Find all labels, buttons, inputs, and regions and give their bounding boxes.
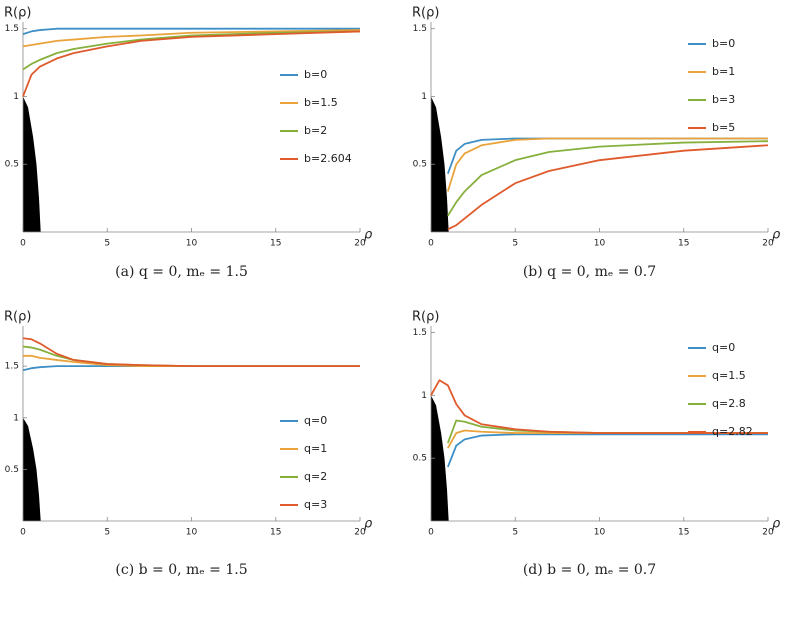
legend-label: b=2 [304, 124, 327, 137]
x-tick-label: 0 [20, 528, 26, 538]
shaded-region [23, 417, 41, 521]
legend-label: q=2.82 [712, 425, 753, 438]
caption: (d) b = 0, mₑ = 0.7 [523, 562, 656, 578]
x-tick-label: 0 [428, 528, 434, 538]
shaded-region [431, 96, 449, 232]
x-axis-label: ρ [364, 228, 373, 243]
y-axis-label: R(ρ) [412, 310, 439, 325]
shaded-region [23, 96, 41, 232]
curve [22, 30, 361, 97]
x-tick-label: 10 [186, 528, 198, 538]
x-tick-label: 5 [104, 239, 110, 249]
x-tick-label: 20 [354, 528, 366, 538]
caption: (c) b = 0, mₑ = 1.5 [115, 562, 247, 578]
caption: (b) q = 0, mₑ = 0.7 [523, 264, 656, 280]
x-tick-label: 15 [270, 528, 281, 538]
curve [22, 27, 360, 35]
y-tick-label: 1 [421, 391, 427, 401]
legend-label: q=0 [304, 414, 327, 427]
x-tick-label: 10 [186, 239, 198, 249]
legend-label: b=0 [304, 68, 327, 81]
x-tick-label: 0 [428, 239, 434, 249]
x-tick-label: 0 [20, 239, 26, 249]
x-tick-label: 10 [594, 239, 606, 249]
curve [447, 140, 769, 217]
y-axis-label: R(ρ) [412, 6, 439, 21]
curve [22, 30, 361, 71]
legend-label: b=5 [712, 121, 735, 134]
y-tick-label: 1 [13, 92, 19, 102]
y-tick-label: 1.5 [413, 24, 427, 34]
legend-label: b=3 [712, 93, 735, 106]
legend-label: b=0 [712, 37, 735, 50]
legend-label: q=2 [304, 470, 327, 483]
y-tick-label: 0.5 [5, 465, 19, 475]
curve [446, 137, 768, 192]
legend-label: b=2.604 [304, 152, 352, 165]
y-tick-label: 1.5 [5, 24, 19, 34]
curve [447, 433, 768, 468]
legend-label: q=1 [304, 442, 327, 455]
x-tick-label: 15 [678, 528, 689, 538]
y-axis-label: R(ρ) [4, 6, 31, 21]
x-tick-label: 10 [594, 528, 606, 538]
x-tick-label: 20 [354, 239, 366, 249]
x-tick-label: 5 [104, 528, 110, 538]
x-axis-label: ρ [772, 228, 781, 243]
y-tick-label: 1.5 [413, 328, 427, 338]
shaded-region [431, 395, 449, 521]
y-tick-label: 0.5 [5, 160, 19, 170]
legend-label: q=1.5 [712, 369, 746, 382]
legend-label: b=1 [712, 65, 735, 78]
y-tick-label: 0.5 [413, 454, 427, 464]
legend-label: q=3 [304, 498, 327, 511]
x-axis-label: ρ [772, 517, 781, 532]
y-tick-label: 1 [421, 92, 427, 102]
x-tick-label: 20 [762, 528, 774, 538]
curve [430, 379, 768, 434]
y-tick-label: 1 [13, 413, 19, 423]
legend-label: q=2.8 [712, 397, 746, 410]
x-tick-label: 20 [762, 239, 774, 249]
x-tick-label: 15 [270, 239, 281, 249]
curve [23, 354, 360, 368]
x-tick-label: 15 [678, 239, 689, 249]
y-axis-label: R(ρ) [4, 310, 31, 325]
curve [22, 345, 360, 368]
y-tick-label: 0.5 [413, 160, 427, 170]
x-axis-label: ρ [364, 517, 373, 532]
y-tick-label: 1.5 [5, 362, 19, 372]
x-tick-label: 5 [512, 528, 518, 538]
curve [22, 29, 361, 48]
curve [22, 337, 360, 368]
legend-label: b=1.5 [304, 96, 338, 109]
curve [447, 144, 769, 231]
legend-label: q=0 [712, 341, 735, 354]
x-tick-label: 5 [512, 239, 518, 249]
caption: (a) q = 0, mₑ = 1.5 [115, 264, 248, 280]
